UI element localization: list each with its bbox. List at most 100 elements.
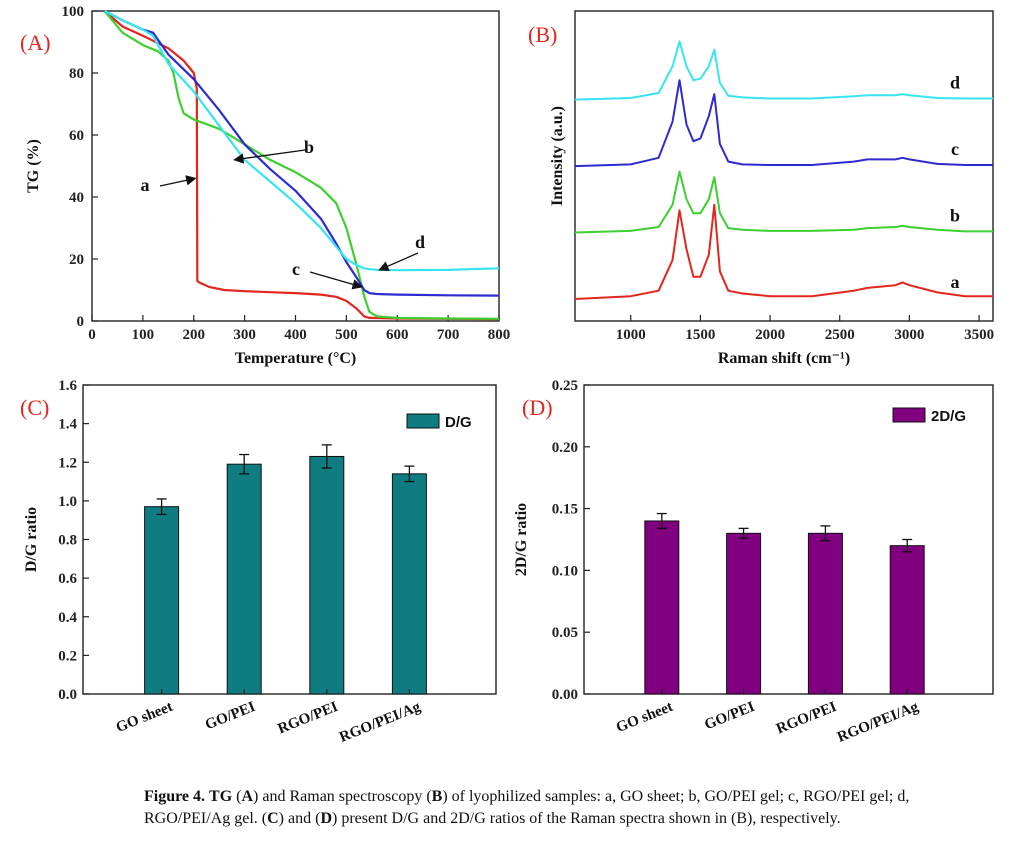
caption-tg: TG [209,788,233,805]
raman-spectrum-b [574,170,993,234]
y-axis-title: 2D/G ratio [513,503,530,576]
annotation-arrow-b [233,149,306,164]
y-tick-label: 1.0 [58,494,77,510]
spectrum-label-c: c [951,139,959,159]
tg-curve-d [104,10,500,272]
y-tick-label: 0.00 [552,687,578,703]
y-tick-label: 1.4 [58,417,77,433]
caption-text-2: ) and Raman spectroscopy ( [253,788,432,805]
caption-lead: Figure 4. [144,788,206,805]
bar-go-pei [226,463,262,695]
x-tick-label: 400 [284,327,307,343]
panel-c: (C) 0.0 0.2 0.4 0.6 0.8 1.0 1.2 1.4 1.6 D/G ratio G… [20,378,497,746]
figure-caption: Figure 4. TG (A) and Raman spectroscopy … [144,786,994,830]
bar-plot-d-frame [583,384,994,695]
tg-curve-c [104,10,500,297]
caption-text-5: ) present D/G and 2D/G ratios of the Ram… [332,810,841,827]
x-tick-label: 700 [437,327,460,343]
y-tick-label: 40 [69,190,84,206]
annotation-arrow-c [309,271,363,290]
panel-label-c: (C) [20,395,49,420]
y-tick-label: 0.0 [58,687,77,703]
x-tick-label: 800 [488,327,511,343]
spectrum-label-d: d [950,73,960,93]
y-tick-label: 20 [69,252,84,268]
category-label: GO/PEI [203,699,258,734]
raman-spectrum-d [574,40,993,101]
x-tick-label: 2500 [825,327,855,343]
x-tick-label: 200 [183,327,206,343]
raman-spectrum-a [574,203,993,300]
x-tick-label: 2000 [755,327,785,343]
panel-label-d: (D) [522,395,553,420]
legend-swatch [406,413,440,429]
bar-rgo-pei-ag [391,473,427,695]
annotation-label-b: b [304,137,314,157]
y-tick-label: 0.6 [58,571,77,587]
legend-swatch [892,407,926,423]
caption-ref-a: A [241,788,254,805]
legend-label: 2D/G [931,408,966,425]
panel-d: (D) 0.00 0.05 0.10 0.15 0.20 0.25 2D/G ratio GO … [513,378,994,746]
spectrum-label-a: a [951,272,960,292]
bar-rgo-pei [807,532,843,695]
x-tick-label: 3000 [894,327,924,343]
y-tick-label: 0.15 [552,502,578,518]
bar-go-sheet [144,506,180,695]
x-tick-label: 1500 [685,327,715,343]
y-tick-label: 0 [77,314,85,330]
annotation-label-c: c [292,259,300,279]
y-axis-title: Intensity (a.u.) [549,106,566,206]
x-axis-title: Temperature (°C) [235,350,356,367]
y-tick-label: 0.8 [58,533,77,549]
y-tick-label: 1.6 [58,378,77,394]
category-label: RGO/PEI/Ag [835,699,921,746]
x-tick-label: 3500 [964,327,994,343]
figure-4: (A) 0 100 200 300 400 500 600 700 800 0 20 40 60 80 100… [20,4,994,746]
y-tick-label: 0.10 [552,563,578,579]
caption-ref-c: C [267,810,279,827]
raman-plot-frame [574,10,994,322]
x-tick-label: 0 [88,327,96,343]
x-tick-label: 500 [335,327,358,343]
tg-curve-a [103,10,500,321]
y-tick-label: 100 [62,4,85,20]
annotation-label-d: d [415,232,425,252]
bar-go-sheet [644,520,680,695]
y-tick-label: 0.25 [552,378,578,394]
x-axis-title: Raman shift (cm⁻¹) [718,350,850,367]
y-tick-label: 1.2 [58,455,77,471]
x-tick-label: 100 [132,327,155,343]
y-axis-title: TG (%) [25,139,42,193]
y-tick-label: 60 [69,128,84,144]
caption-text-4: ) and ( [278,810,321,827]
bar-rgo-pei-ag [889,545,925,695]
legend-label: D/G [445,414,472,431]
category-label: RGO/PEI/Ag [337,699,423,746]
category-label: RGO/PEI [276,699,341,738]
spectrum-label-b: b [950,205,960,225]
annotation-arrow-a [159,175,197,187]
category-label: GO sheet [614,699,675,736]
x-tick-label: 600 [386,327,409,343]
x-tick-label: 1000 [616,327,646,343]
bar-go-pei [726,532,762,695]
raman-spectrum-c [574,79,993,168]
annotation-label-a: a [141,175,150,195]
annotation-arrow-d [378,252,419,271]
panel-label-a: (A) [20,30,51,55]
y-tick-label: 0.4 [58,610,77,626]
category-label: GO sheet [114,699,175,736]
caption-text-3: ) of lyophilized samples: a, GO sheet; b… [144,788,910,827]
caption-text-1: ( [236,788,242,805]
category-label: RGO/PEI [774,699,839,738]
panel-b: (B) 1000 1500 2000 2500 3000 3500 Raman shift (… [528,10,994,367]
y-tick-label: 0.05 [552,625,578,641]
panel-label-b: (B) [528,22,557,47]
y-axis-title: D/G ratio [23,507,40,572]
y-tick-label: 0.2 [58,648,77,664]
y-tick-label: 0.20 [552,440,578,456]
bar-rgo-pei [309,455,345,695]
x-tick-label: 300 [233,327,256,343]
y-tick-label: 80 [69,66,84,82]
